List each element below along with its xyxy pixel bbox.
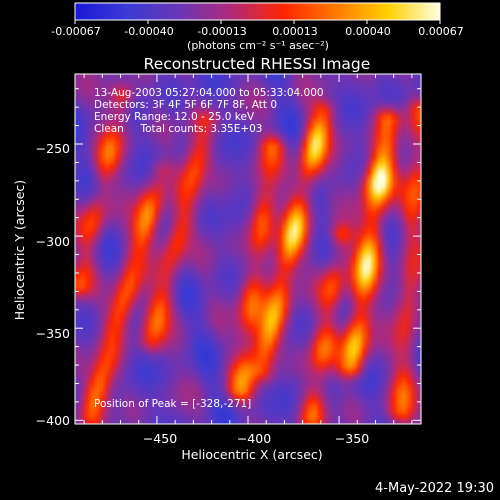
colorbar-tick-label: -0.00013 bbox=[197, 25, 246, 38]
annotation-energy-range: Energy Range: 12.0 - 25.0 keV bbox=[94, 111, 255, 123]
chart-title: Reconstructed RHESSI Image bbox=[144, 55, 371, 73]
x-tick-label: −450 bbox=[143, 431, 177, 446]
heatmap-image bbox=[75, 74, 421, 424]
annotation-detectors: Detectors: 3F 4F 5F 6F 7F 8F, Att 0 bbox=[94, 99, 277, 111]
colorbar-tick-label: 0.00040 bbox=[345, 25, 391, 38]
y-axis-label: Heliocentric Y (arcsec) bbox=[12, 180, 27, 320]
plot-area bbox=[74, 73, 422, 425]
x-tick-label: −350 bbox=[335, 431, 369, 446]
colorbar-units-label: (photons cm⁻² s⁻¹ asec⁻²) bbox=[187, 39, 329, 52]
plot-date: 4-May-2022 19:30 bbox=[375, 481, 494, 496]
y-tick-label: −250 bbox=[36, 141, 70, 156]
peak-position-label: Position of Peak = [-328,-271] bbox=[94, 398, 251, 410]
colorbar-ticks bbox=[74, 20, 441, 24]
colorbar-tick-label: -0.00067 bbox=[51, 25, 100, 38]
colorbar-tick-label: -0.00040 bbox=[124, 25, 173, 38]
colorbar-tick-label: 0.00013 bbox=[272, 25, 318, 38]
colorbar-scale bbox=[74, 2, 441, 21]
annotation-clean-counts: Clean Total counts: 3.35E+03 bbox=[94, 123, 263, 135]
y-tick-label: −400 bbox=[36, 413, 70, 428]
x-axis-label: Heliocentric X (arcsec) bbox=[181, 447, 322, 462]
y-tick-label: −350 bbox=[36, 326, 70, 341]
colorbar: -0.00067 -0.00040 -0.00013 0.00013 0.000… bbox=[51, 2, 464, 52]
x-tick-label: −400 bbox=[237, 431, 271, 446]
annotation-time-range: 13-Aug-2003 05:27:04.000 to 05:33:04.000 bbox=[94, 87, 324, 99]
annotation-block: 13-Aug-2003 05:27:04.000 to 05:33:04.000… bbox=[94, 87, 324, 135]
colorbar-tick-label: 0.00067 bbox=[418, 25, 464, 38]
y-tick-label: −300 bbox=[36, 234, 70, 249]
axis-ticks bbox=[75, 74, 421, 424]
